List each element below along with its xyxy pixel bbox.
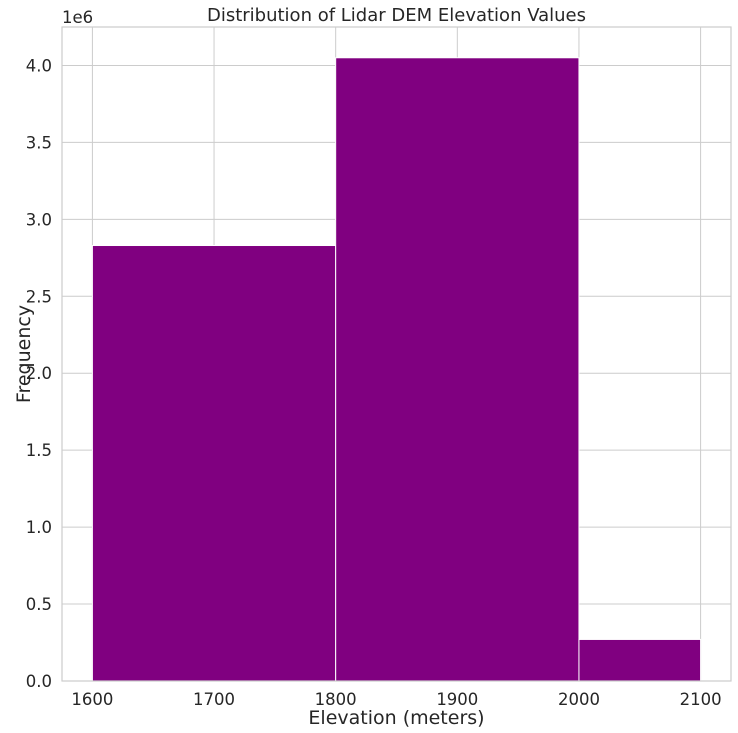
x-tick-labels: 1600 1700 1800 1900 2000 2100 [71, 690, 721, 709]
y-tick-label: 0.5 [26, 595, 52, 614]
histogram-bars [91, 57, 702, 682]
y-tick-label: 1.0 [26, 518, 52, 537]
x-tick-label: 1600 [71, 690, 113, 709]
y-tick-label: 3.5 [26, 133, 52, 152]
histogram-bar [335, 57, 580, 682]
histogram-bar [578, 638, 702, 682]
plot-frame [61, 26, 732, 682]
chart-title: Distribution of Lidar DEM Elevation Valu… [207, 5, 586, 26]
x-tick-label: 2000 [558, 690, 600, 709]
histogram-bar [91, 245, 337, 682]
x-tick-label: 1900 [436, 690, 478, 709]
y-tick-label: 2.5 [26, 287, 52, 306]
y-tick-label: 4.0 [26, 56, 52, 75]
x-tick-label: 1700 [193, 690, 235, 709]
y-offset-label: 1e6 [62, 8, 93, 27]
y-tick-label: 2.0 [26, 364, 52, 383]
y-tick-label: 3.0 [26, 210, 52, 229]
y-axis-label: Frequency [13, 305, 35, 403]
x-axis-label: Elevation (meters) [308, 707, 484, 729]
x-tick-label: 2100 [680, 690, 722, 709]
y-tick-label: 0.0 [26, 672, 52, 691]
x-tick-label: 1800 [315, 690, 357, 709]
y-tick-labels: 0.0 0.5 1.0 1.5 2.0 2.5 3.0 3.5 4.0 [26, 56, 52, 691]
y-tick-label: 1.5 [26, 441, 52, 460]
